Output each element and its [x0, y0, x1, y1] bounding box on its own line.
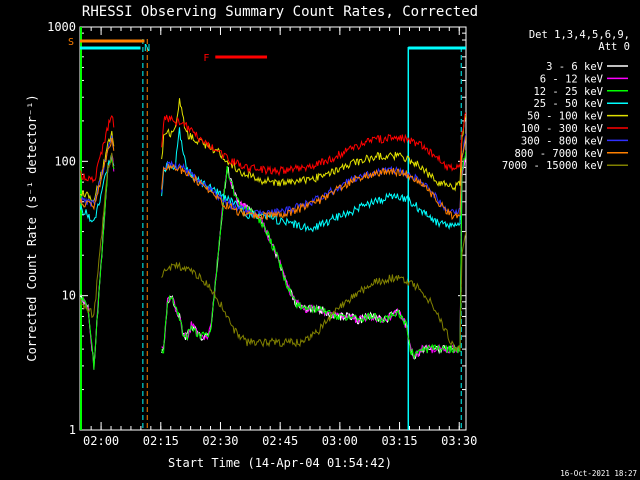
- series-line: [80, 138, 115, 211]
- x-tick-label: 03:30: [441, 434, 477, 448]
- y-tick-label: 1: [69, 423, 76, 437]
- legend-detector-header: Det 1,3,4,5,6,9,: [529, 29, 630, 41]
- legend-label: 7000 - 15000 keV: [502, 160, 604, 172]
- legend-label: 12 - 25 keV: [533, 86, 603, 98]
- legend-label: 6 - 12 keV: [540, 73, 604, 85]
- series-line: [80, 115, 115, 184]
- legend-label: 3 - 6 keV: [546, 61, 604, 73]
- annotation-n: N: [144, 43, 150, 54]
- footer-date: 16-Oct-2021 18:27: [560, 469, 637, 478]
- x-tick-label: 03:15: [381, 434, 417, 448]
- legend-label: 800 - 7000 keV: [514, 148, 603, 160]
- series-line: [161, 112, 466, 177]
- legend-label: 25 - 50 keV: [533, 98, 603, 110]
- y-tick-label: 1000: [47, 20, 76, 34]
- plot-area: 1 10 100 1000 02:00 02:15 02:30 02:45 03:00 03:15…: [47, 20, 628, 448]
- y-axis-label: Corrected Count Rate (s⁻¹ detector⁻¹): [25, 94, 39, 361]
- series-line: [80, 130, 115, 202]
- y-tick-label: 10: [62, 289, 76, 303]
- series-line: [161, 135, 466, 221]
- x-tick-label: 02:30: [202, 434, 238, 448]
- annotation-s: S: [68, 37, 74, 48]
- legend-attenuator-header: Att 0: [598, 41, 630, 53]
- legend-label: 50 - 100 keV: [527, 111, 604, 123]
- annotation-f: F: [203, 53, 209, 64]
- series-line: [80, 152, 114, 319]
- x-tick-label: 02:15: [143, 434, 179, 448]
- x-tick-label: 03:00: [322, 434, 358, 448]
- legend-label: 300 - 800 keV: [521, 135, 604, 147]
- y-tick-label: 100: [54, 154, 76, 168]
- chart-title: RHESSI Observing Summary Count Rates, Co…: [82, 4, 478, 20]
- x-tick-label: 02:45: [262, 434, 298, 448]
- series-line: [161, 150, 466, 360]
- x-tick-label: 02:00: [83, 434, 119, 448]
- series-line: [161, 231, 466, 352]
- x-axis-label: Start Time (14-Apr-04 01:54:42): [168, 456, 392, 470]
- series-line: [80, 153, 115, 223]
- legend-label: 100 - 300 keV: [521, 123, 604, 135]
